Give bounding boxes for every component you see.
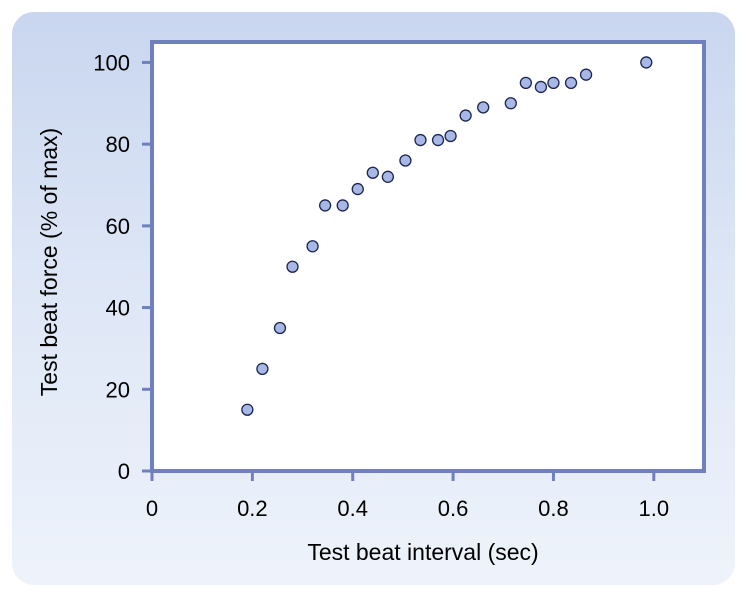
data-point xyxy=(256,362,269,376)
data-point xyxy=(399,154,412,167)
data-points xyxy=(241,56,653,416)
x-tick-label: 1.0 xyxy=(639,496,670,521)
data-point xyxy=(318,199,332,212)
x-tick-label: 0 xyxy=(146,496,158,521)
data-point xyxy=(366,166,379,179)
data-point xyxy=(273,321,287,335)
data-point xyxy=(640,56,653,69)
y-tick-label: 80 xyxy=(106,132,130,157)
data-point xyxy=(477,101,490,114)
x-tick-label: 0.6 xyxy=(438,496,469,521)
x-tick-label: 0.2 xyxy=(237,496,268,521)
x-tick-label: 0.8 xyxy=(538,496,569,521)
data-point xyxy=(444,129,457,143)
data-point xyxy=(534,80,548,94)
data-point xyxy=(414,133,427,147)
data-point xyxy=(504,97,517,110)
plot-area xyxy=(150,40,706,473)
data-point xyxy=(579,68,593,81)
x-axis-title: Test beat interval (sec) xyxy=(307,539,538,565)
data-point xyxy=(306,240,319,253)
x-tick-label: 0.4 xyxy=(337,496,368,521)
data-point xyxy=(351,182,364,196)
data-point xyxy=(286,260,299,273)
data-point xyxy=(336,199,349,212)
y-tick-label: 20 xyxy=(106,377,130,402)
data-point xyxy=(431,133,445,147)
data-point xyxy=(459,109,472,122)
y-tick-label: 60 xyxy=(106,214,130,239)
data-point xyxy=(547,76,560,90)
data-point xyxy=(381,170,395,183)
x-axis-ticks: 0 0.2 0.4 0.6 0.8 1.0 xyxy=(146,471,669,521)
y-tick-label: 100 xyxy=(93,50,130,75)
y-tick-label: 40 xyxy=(106,296,130,321)
y-axis-title: Test beat force (% of max) xyxy=(36,128,62,396)
data-point xyxy=(241,403,254,416)
data-point xyxy=(519,76,533,90)
y-tick-label: 0 xyxy=(118,459,130,484)
y-axis-ticks: 0 20 40 60 80 100 xyxy=(93,50,152,484)
data-point xyxy=(564,76,578,90)
